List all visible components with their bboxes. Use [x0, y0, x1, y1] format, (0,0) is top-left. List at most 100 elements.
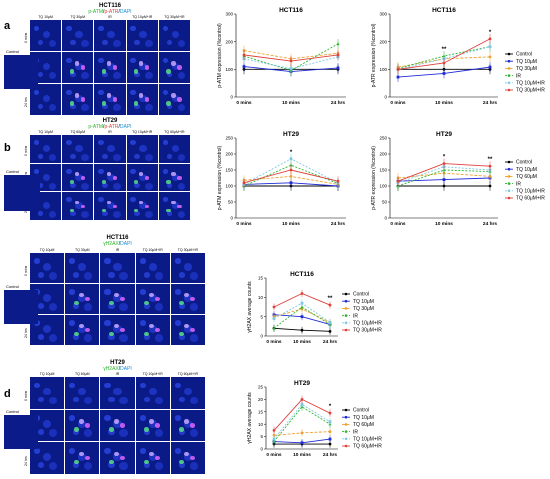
legend-marker	[507, 175, 511, 178]
column-header: TQ 30μM	[70, 15, 86, 19]
stain-name: /	[118, 124, 120, 130]
column-header: TQ 60μM+IR	[177, 372, 198, 376]
control-micrograph	[4, 175, 40, 211]
chart-title: HT29	[294, 380, 310, 387]
legend-label: Control	[516, 52, 532, 58]
y-tick-label: 0	[230, 95, 233, 100]
data-point	[289, 163, 293, 167]
micrograph	[170, 284, 205, 314]
legend-marker	[344, 292, 348, 296]
data-point	[328, 411, 332, 415]
significance-marker: *	[489, 30, 492, 36]
micrograph	[158, 163, 190, 192]
y-tick-label: 0	[260, 334, 263, 339]
micrograph	[158, 20, 190, 51]
legend-marker	[344, 415, 348, 419]
x-tick-label: 24 hrs	[483, 100, 497, 106]
micrograph	[100, 409, 135, 442]
data-point	[328, 321, 332, 324]
column-header: TQ 30μM+IR	[177, 248, 198, 252]
series-line	[273, 406, 331, 442]
cell-line-title: HT29	[102, 118, 118, 124]
micrograph	[62, 163, 94, 192]
panel-title: HCT116 γH2AX/DAPI	[30, 235, 205, 247]
data-point	[242, 181, 246, 185]
y-tick-label: 200	[225, 152, 233, 157]
micrograph	[62, 135, 94, 163]
legend-label: TQ 10μM	[516, 167, 537, 173]
y-tick-label: 100	[225, 184, 233, 189]
data-point	[289, 168, 293, 172]
control-label: Control	[6, 284, 19, 289]
micrograph	[94, 192, 126, 220]
legend-marker	[507, 74, 511, 77]
column-header: TQ 60μM	[70, 130, 86, 134]
column-header: IR	[108, 15, 112, 19]
data-point	[442, 72, 446, 75]
data-point	[336, 179, 340, 183]
micrograph-grid	[30, 377, 205, 474]
micrograph	[126, 163, 158, 192]
data-point	[289, 67, 293, 71]
stain-name: γH2AX	[103, 241, 119, 247]
row-header: 0 mins	[24, 265, 28, 276]
data-point	[300, 398, 304, 401]
y-tick-label: 200	[379, 39, 387, 44]
stain-name: /	[103, 9, 105, 15]
micrograph	[100, 442, 135, 474]
column-header: TQ 30μM+IR	[164, 15, 185, 19]
legend-label: TQ 10μM+IR	[516, 189, 545, 195]
micrograph	[65, 315, 100, 345]
y-tick-label: 100	[379, 184, 387, 189]
data-point	[328, 303, 332, 307]
micrograph	[62, 52, 94, 83]
panel-letter: d	[4, 388, 11, 400]
panel-title: HT29 p-ATM/p-ATR/DAPI	[30, 118, 190, 130]
legend-marker	[507, 81, 511, 85]
legend-label: TQ 60μM	[353, 422, 374, 428]
micrograph	[126, 135, 158, 163]
micrograph	[135, 409, 170, 442]
micrograph	[100, 315, 135, 345]
micrograph	[100, 284, 135, 314]
chart-title: HCT116	[432, 7, 456, 14]
stain-name: p-ATR	[104, 9, 119, 15]
data-point	[442, 178, 446, 181]
column-header: TQ 60μM+IR	[164, 130, 185, 134]
legend-marker	[507, 160, 511, 164]
legend-label: IR	[353, 429, 358, 435]
x-tick-label: 24 hrs	[331, 100, 345, 106]
significance-marker: **	[488, 157, 493, 163]
legend-label: TQ 10μM+IR	[353, 437, 382, 443]
data-point	[328, 420, 332, 424]
legend-label: Control	[353, 408, 369, 414]
cell-line-title: HT29	[110, 360, 125, 366]
data-point	[289, 59, 293, 63]
x-tick-label: 10 mins	[282, 100, 300, 106]
control-label: Control	[6, 169, 19, 174]
column-header: TQ 60μM	[74, 372, 90, 376]
series-line	[397, 46, 491, 69]
micrograph	[158, 192, 190, 220]
data-point	[300, 431, 304, 435]
data-point	[396, 179, 400, 183]
y-tick-label: 150	[225, 168, 233, 173]
data-point	[442, 61, 446, 65]
data-point	[242, 65, 246, 68]
stain-name: p-ATM	[88, 124, 104, 130]
row-header: 0 mins	[24, 32, 28, 44]
panel-letter: b	[4, 142, 11, 154]
micrograph	[65, 253, 100, 283]
stain-legend: p-ATM/p-ATR/DAPI	[88, 9, 131, 15]
micrograph	[170, 253, 205, 283]
legend-label: TQ 10μM	[353, 415, 374, 421]
column-header: IR	[108, 130, 112, 134]
micrograph	[65, 442, 100, 474]
legend-marker	[507, 167, 511, 171]
stain-name: DAPI	[120, 366, 132, 372]
y-tick-label: 100	[225, 67, 233, 72]
micrograph	[100, 253, 135, 283]
y-tick-label: 10	[258, 422, 264, 427]
significance-marker: *	[443, 155, 446, 161]
